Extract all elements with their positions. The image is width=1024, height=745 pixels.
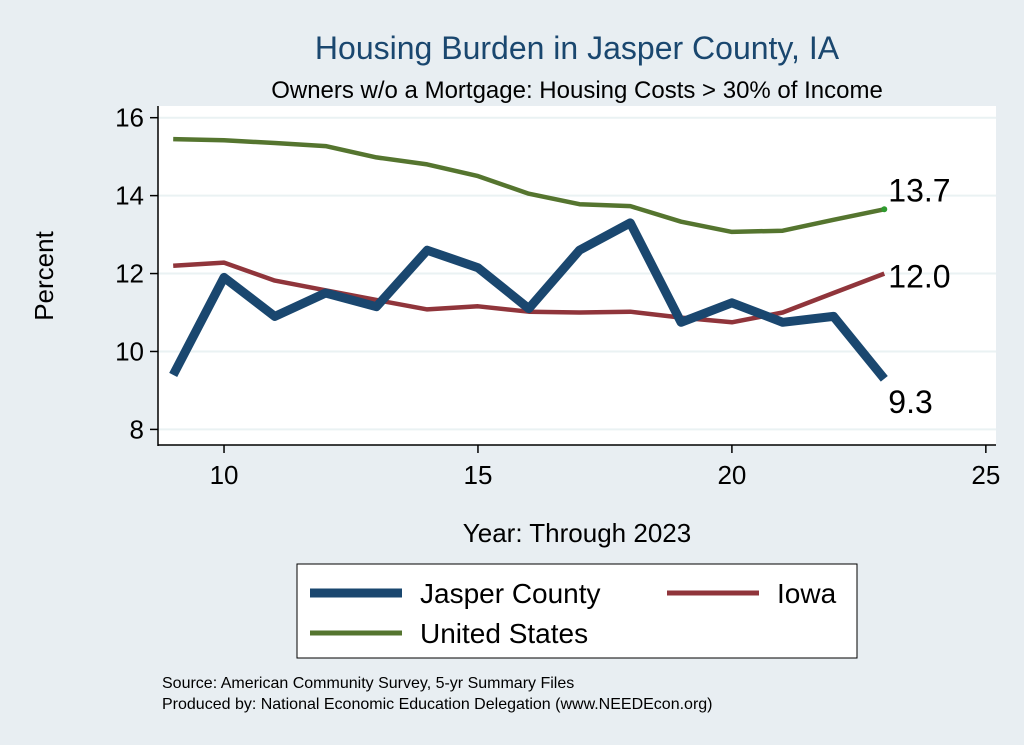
end-label-jasper-county: 9.3	[888, 384, 932, 420]
end-label-united-states: 13.7	[888, 172, 950, 208]
y-tick-label-16: 16	[115, 103, 144, 133]
x-tick-label-25: 25	[971, 460, 1000, 490]
series-group	[169, 136, 888, 382]
end-label-iowa: 12.0	[888, 259, 950, 295]
end-labels: 9.3 12.0 13.7	[888, 172, 950, 419]
legend-box	[296, 563, 858, 659]
series-end-marker-united-states	[881, 206, 888, 213]
x-axis-title: Year: Through 2023	[463, 518, 691, 548]
chart-title: Housing Burden in Jasper County, IA	[315, 30, 840, 66]
tick-labels: 8 10 12 14 16 10 15 20 25	[115, 103, 1000, 490]
producer-note: Produced by: National Economic Education…	[162, 696, 713, 713]
y-axis-title: Percent	[29, 230, 59, 320]
legend-label-jasper-county: Jasper County	[420, 578, 601, 609]
y-tick-label-10: 10	[115, 336, 144, 366]
legend: Jasper County Iowa United States	[296, 563, 858, 659]
y-tick-label-14: 14	[115, 181, 144, 211]
chart-subtitle: Owners w/o a Mortgage: Housing Costs > 3…	[271, 77, 883, 104]
source-note: Source: American Community Survey, 5-yr …	[162, 675, 574, 692]
y-tick-label-12: 12	[115, 259, 144, 289]
x-tick-label-20: 20	[717, 460, 746, 490]
x-tick-label-15: 15	[464, 460, 493, 490]
legend-label-united-states: United States	[420, 618, 588, 649]
legend-label-iowa: Iowa	[777, 578, 837, 609]
plot-area	[158, 106, 996, 445]
x-tick-label-10: 10	[210, 460, 239, 490]
axes	[150, 106, 996, 453]
y-tick-label-8: 8	[130, 414, 144, 444]
